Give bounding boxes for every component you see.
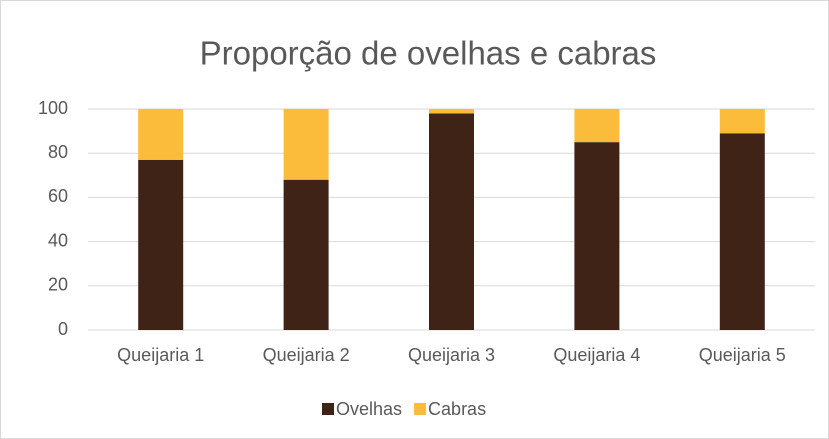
bar-segment xyxy=(574,109,620,143)
y-tick-label: 40 xyxy=(48,230,68,250)
y-tick-label: 20 xyxy=(48,275,68,295)
legend-swatch xyxy=(322,403,334,415)
y-tick-label: 0 xyxy=(58,319,68,339)
legend-label: Ovelhas xyxy=(336,399,402,419)
bar-segment xyxy=(574,142,620,330)
y-tick-label: 80 xyxy=(48,142,68,162)
chart-title: Proporção de ovelhas e cabras xyxy=(200,35,657,72)
bar-segment xyxy=(429,113,474,330)
bar-segment xyxy=(138,109,184,160)
bar-segment xyxy=(719,133,765,330)
x-tick-label: Queijaria 3 xyxy=(408,345,495,365)
x-tick-label: Queijaria 5 xyxy=(699,345,786,365)
bar-segment xyxy=(719,109,765,134)
legend-label: Cabras xyxy=(428,399,486,419)
bar-segment xyxy=(138,159,184,330)
bar-segment xyxy=(283,109,329,180)
legend-swatch xyxy=(414,403,427,415)
y-tick-label: 60 xyxy=(48,186,68,206)
x-tick-label: Queijaria 2 xyxy=(263,345,350,365)
bar-segment xyxy=(283,179,329,330)
x-tick-label: Queijaria 1 xyxy=(117,345,204,365)
x-tick-label: Queijaria 4 xyxy=(553,345,640,365)
bar-segment xyxy=(429,109,474,114)
y-tick-label: 100 xyxy=(38,98,68,118)
